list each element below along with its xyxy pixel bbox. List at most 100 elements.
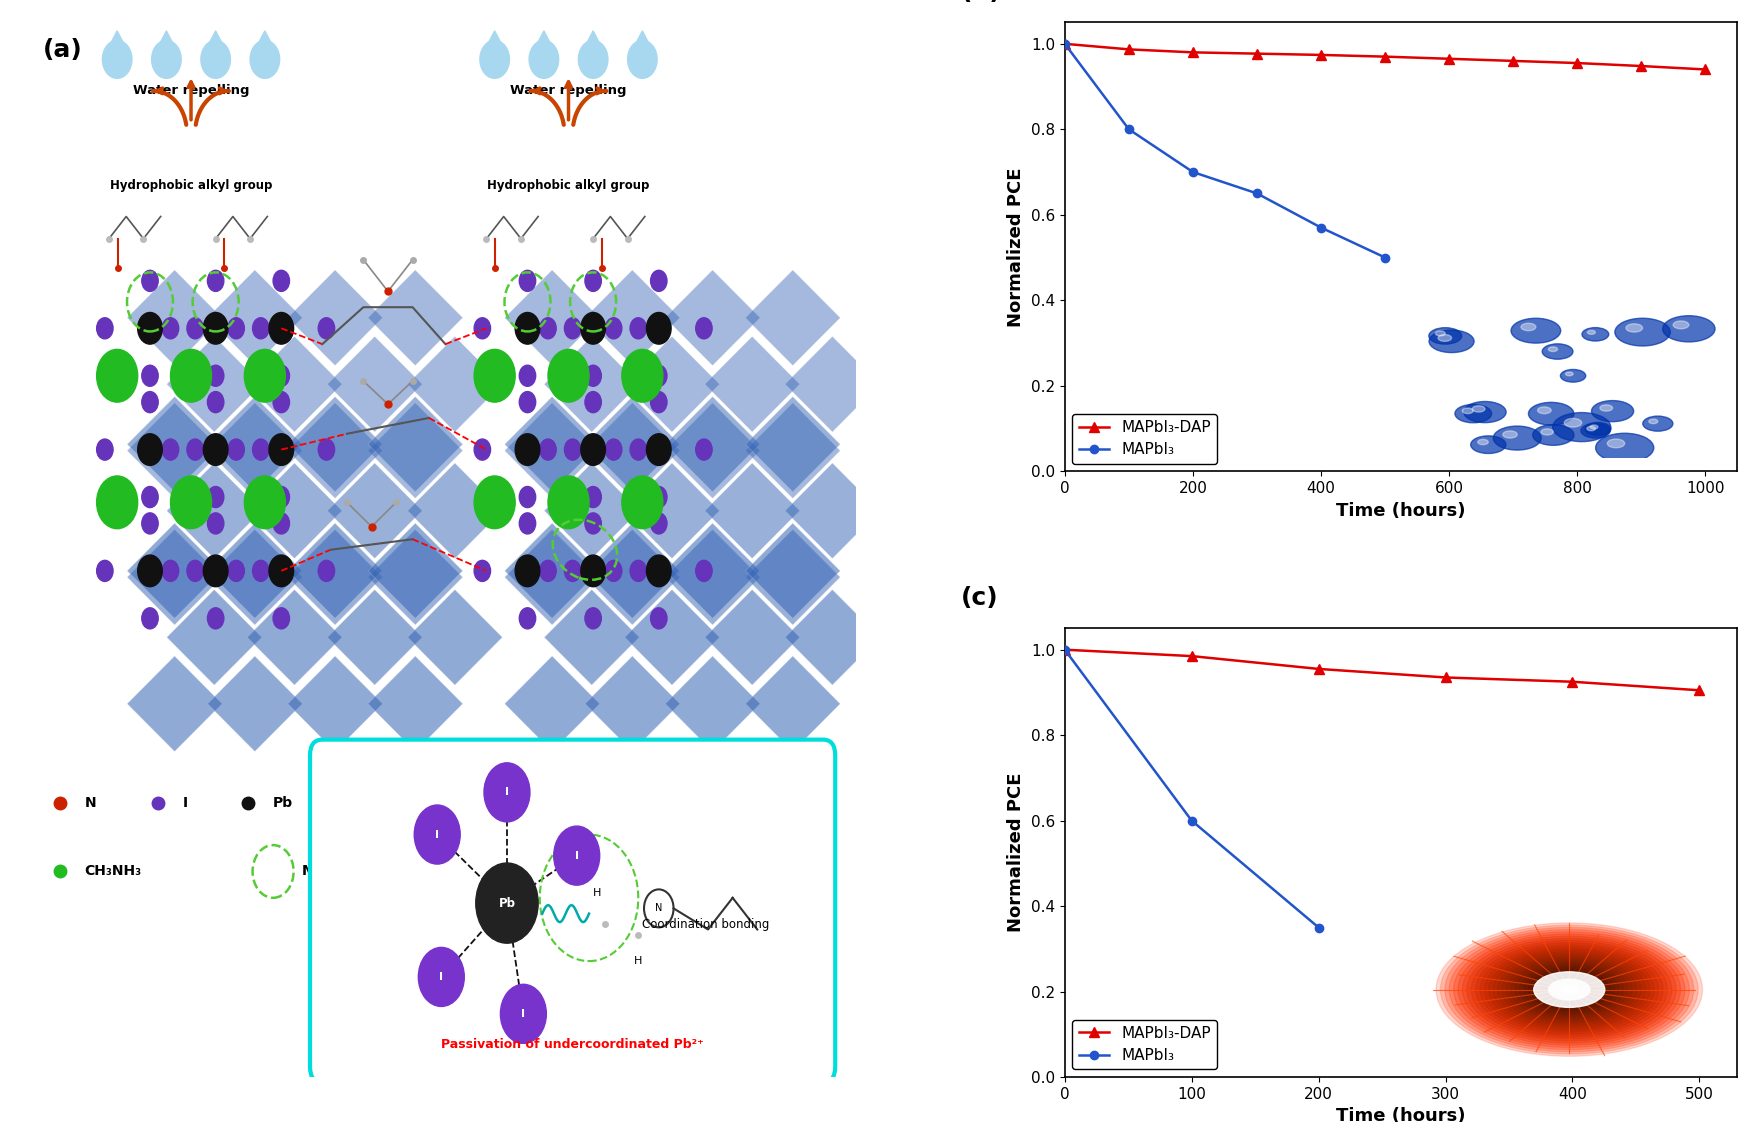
Text: (b): (b) xyxy=(960,0,1000,4)
Circle shape xyxy=(204,434,228,466)
Circle shape xyxy=(646,434,670,466)
Circle shape xyxy=(695,439,713,460)
Circle shape xyxy=(274,513,290,534)
MAPbI₃ xyxy=(1055,37,1076,50)
Circle shape xyxy=(474,318,491,339)
Circle shape xyxy=(142,270,158,292)
Circle shape xyxy=(476,863,539,944)
FancyBboxPatch shape xyxy=(311,739,835,1083)
Circle shape xyxy=(474,349,516,402)
Circle shape xyxy=(646,555,670,587)
Polygon shape xyxy=(584,403,679,498)
Circle shape xyxy=(228,560,244,581)
Polygon shape xyxy=(746,270,841,366)
Polygon shape xyxy=(530,40,558,79)
MAPbI₃ xyxy=(1307,921,1329,935)
Circle shape xyxy=(318,318,335,339)
Polygon shape xyxy=(665,530,760,625)
Circle shape xyxy=(161,560,179,581)
Text: Pb: Pb xyxy=(498,896,516,910)
Polygon shape xyxy=(128,530,221,625)
Circle shape xyxy=(474,476,516,528)
Polygon shape xyxy=(288,656,383,752)
Polygon shape xyxy=(746,403,841,498)
Polygon shape xyxy=(207,523,302,618)
Circle shape xyxy=(204,313,228,344)
Polygon shape xyxy=(247,337,342,432)
Text: CH₃NH₃: CH₃NH₃ xyxy=(84,864,142,879)
Polygon shape xyxy=(544,590,639,684)
Circle shape xyxy=(188,318,204,339)
Circle shape xyxy=(630,318,646,339)
Circle shape xyxy=(97,560,112,581)
Polygon shape xyxy=(288,523,383,618)
Text: Passivation of undercoordinated Pb²⁺: Passivation of undercoordinated Pb²⁺ xyxy=(441,1038,704,1050)
Circle shape xyxy=(519,270,535,292)
Circle shape xyxy=(170,476,212,528)
Text: MA vacancy: MA vacancy xyxy=(302,864,395,879)
Polygon shape xyxy=(288,530,383,625)
Text: I: I xyxy=(439,972,444,982)
Circle shape xyxy=(207,270,225,292)
Polygon shape xyxy=(535,31,553,48)
Circle shape xyxy=(651,366,667,386)
Circle shape xyxy=(565,439,581,460)
MAPbI₃ xyxy=(1055,643,1076,656)
Text: H: H xyxy=(634,956,642,966)
Text: Pb: Pb xyxy=(274,795,293,810)
Circle shape xyxy=(584,366,602,386)
Polygon shape xyxy=(328,463,421,559)
Circle shape xyxy=(584,513,602,534)
Text: I: I xyxy=(435,829,439,839)
Circle shape xyxy=(500,984,546,1043)
Polygon shape xyxy=(706,590,799,684)
Text: Hydrophobic alkyl group: Hydrophobic alkyl group xyxy=(111,180,272,192)
Circle shape xyxy=(695,560,713,581)
Polygon shape xyxy=(665,403,760,498)
Polygon shape xyxy=(407,337,502,432)
Circle shape xyxy=(142,513,158,534)
Polygon shape xyxy=(505,270,598,366)
Circle shape xyxy=(519,392,535,413)
Polygon shape xyxy=(102,40,132,79)
Circle shape xyxy=(274,270,290,292)
Text: H: H xyxy=(593,888,602,898)
MAPbI₃-DAP xyxy=(1311,48,1332,62)
MAPbI₃-DAP xyxy=(1055,37,1076,50)
Text: Hydrophobic alkyl group: Hydrophobic alkyl group xyxy=(488,180,649,192)
Circle shape xyxy=(274,392,290,413)
Circle shape xyxy=(207,513,225,534)
MAPbI₃ xyxy=(1311,221,1332,234)
MAPbI₃-DAP xyxy=(1181,650,1202,663)
Polygon shape xyxy=(369,397,463,491)
MAPbI₃-DAP xyxy=(1630,59,1651,73)
Polygon shape xyxy=(128,397,221,491)
Polygon shape xyxy=(665,397,760,491)
Circle shape xyxy=(516,555,541,587)
Polygon shape xyxy=(207,530,302,625)
Circle shape xyxy=(541,439,556,460)
Polygon shape xyxy=(584,397,679,491)
Text: Water repelling: Water repelling xyxy=(133,84,249,98)
Polygon shape xyxy=(128,270,221,366)
Polygon shape xyxy=(369,523,463,618)
MAPbI₃ xyxy=(1183,165,1204,178)
Polygon shape xyxy=(407,463,502,559)
Circle shape xyxy=(253,439,269,460)
Circle shape xyxy=(142,366,158,386)
Circle shape xyxy=(584,608,602,628)
Circle shape xyxy=(137,434,161,466)
MAPbI₃-DAP xyxy=(1567,56,1588,70)
Circle shape xyxy=(548,349,590,402)
Text: I: I xyxy=(521,1009,525,1019)
Circle shape xyxy=(651,270,667,292)
Polygon shape xyxy=(207,656,302,752)
Circle shape xyxy=(207,366,225,386)
Polygon shape xyxy=(706,337,799,432)
Circle shape xyxy=(548,476,590,528)
MAPbI₃-DAP xyxy=(1307,662,1329,675)
Legend: MAPbI₃-DAP, MAPbI₃: MAPbI₃-DAP, MAPbI₃ xyxy=(1072,414,1216,463)
Circle shape xyxy=(418,947,465,1006)
Circle shape xyxy=(695,318,713,339)
MAPbI₃-DAP xyxy=(1055,643,1076,656)
